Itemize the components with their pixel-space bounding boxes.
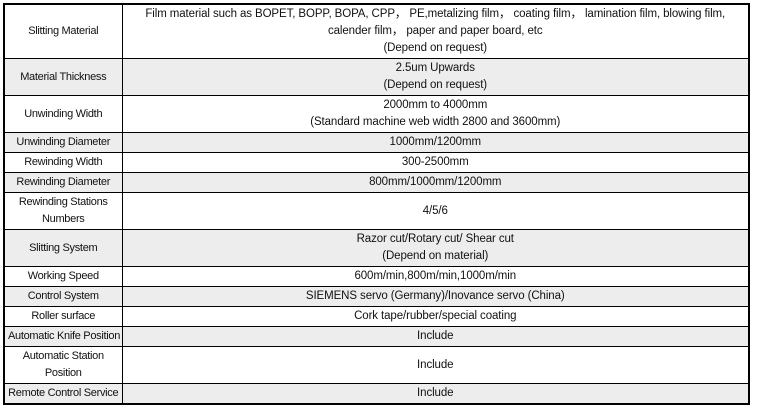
row-label: Rewinding Diameter [3,172,123,193]
row-value-line: 600m/min,800m/min,1000m/min [354,270,517,282]
row-label-line: Control System [27,290,99,302]
row-label-line: Rewinding Diameter [16,176,111,188]
table-row: Automatic Knife Position Include [3,326,750,347]
row-label: Control System [3,286,123,307]
row-value-line: 800mm/1000mm/1200mm [369,176,502,188]
row-value-line: Include [417,387,454,399]
row-label-line: Automatic Knife Position [8,330,121,342]
row-label-line: Slitting System [29,241,98,254]
row-label: Unwinding Diameter [3,132,123,153]
row-value: 300-2500mm [121,152,750,173]
row-label-line: Rewinding Width [24,156,103,168]
row-label: Remote Control Service [3,383,123,405]
row-value: Razor cut/Rotary cut/ Shear cut (Depend o… [121,229,750,267]
table-row: Material Thickness 2.5um Upwards (Depend o… [3,58,750,96]
row-value-line: (Depend on material) [382,250,489,262]
table-row: Working Speed 600m/min,800m/min,1000m/min [3,266,750,287]
table-row: Slitting Material Film material such as B… [3,3,750,59]
row-value: Cork tape/rubber/special coating [121,306,750,327]
row-value-line: 1000mm/1200mm [389,136,481,148]
row-label-line: Working Speed [27,270,99,282]
row-label: Unwinding Width [3,95,123,133]
table-row: Rewinding Diameter 800mm/1000mm/1200mm [3,172,750,193]
table-row: Roller surface Cork tape/rubber/special c… [3,306,750,327]
row-label-line: Unwinding Width [24,107,103,120]
row-value-line: 2000mm to 4000mm [383,99,488,111]
row-value: Include [121,326,750,347]
table-row: Control System SIEMENS servo (Germany)/In… [3,286,750,307]
row-value: 2000mm to 4000mm (Standard machine web wi… [121,95,750,133]
table-row: Rewinding Width 300-2500mm [3,152,750,173]
row-value-line: Film material such as BOPET, BOPP, BOPA,… [145,8,726,37]
row-value: 1000mm/1200mm [121,132,750,153]
table-row: Slitting System Razor cut/Rotary cut/ She… [3,229,750,267]
table-row: Remote Control Service Include [3,383,750,405]
table-row: Automatic Station Position Include [3,346,750,384]
table-row: Unwinding Width 2000mm to 4000mm (Standard… [3,95,750,133]
row-value: Include [121,346,750,384]
row-value-line: Cork tape/rubber/special coating [354,310,517,322]
row-value-line: Razor cut/Rotary cut/ Shear cut [356,233,514,245]
spec-table: Slitting Material Film material such as B… [3,3,750,405]
row-value-line: (Standard machine web width 2800 and 360… [310,116,561,128]
row-label-line: Material Thickness [20,70,107,83]
row-value: 4/5/6 [121,192,750,230]
row-label: Roller surface [3,306,123,327]
spec-table-body: Slitting Material Film material such as B… [3,3,750,405]
row-label: Material Thickness [3,58,123,96]
row-label-line: Position [44,367,82,379]
row-value-line: 2.5um Upwards [395,62,475,74]
row-label: Automatic Station Position [3,346,123,384]
row-value-line: (Depend on request) [383,79,488,91]
row-label: Slitting Material [3,3,123,59]
row-label-line: Rewinding Stations [18,196,108,208]
row-value: 800mm/1000mm/1200mm [121,172,750,193]
row-label: Slitting System [3,229,123,267]
row-label-line: Unwinding Diameter [16,136,111,148]
row-label-line: Automatic Station [22,350,104,362]
row-value-line: SIEMENS servo (Germany)/Inovance servo (… [305,290,565,302]
row-label-line: Slitting Material [28,25,99,37]
row-value: Include [121,383,750,405]
row-value: 2.5um Upwards (Depend on request) [121,58,750,96]
row-label-line: Remote Control Service [8,387,119,399]
row-value-line: 300-2500mm [401,156,469,168]
row-value-line: Include [417,358,454,371]
row-value: 600m/min,800m/min,1000m/min [121,266,750,287]
row-value: SIEMENS servo (Germany)/Inovance servo (… [121,286,750,307]
row-label-line: Roller surface [31,310,96,322]
row-label: Rewinding Width [3,152,123,173]
row-label: Automatic Knife Position [3,326,123,347]
row-value-line: Include [417,330,454,342]
row-label: Rewinding Stations Numbers [3,192,123,230]
row-value-line: 4/5/6 [422,204,448,217]
row-label-line: Numbers [41,213,85,225]
row-value: Film material such as BOPET, BOPP, BOPA,… [121,3,750,59]
row-label: Working Speed [3,266,123,287]
table-row: Rewinding Stations Numbers 4/5/6 [3,192,750,230]
row-value-line: (Depend on request) [383,42,488,54]
table-row: Unwinding Diameter 1000mm/1200mm [3,132,750,153]
